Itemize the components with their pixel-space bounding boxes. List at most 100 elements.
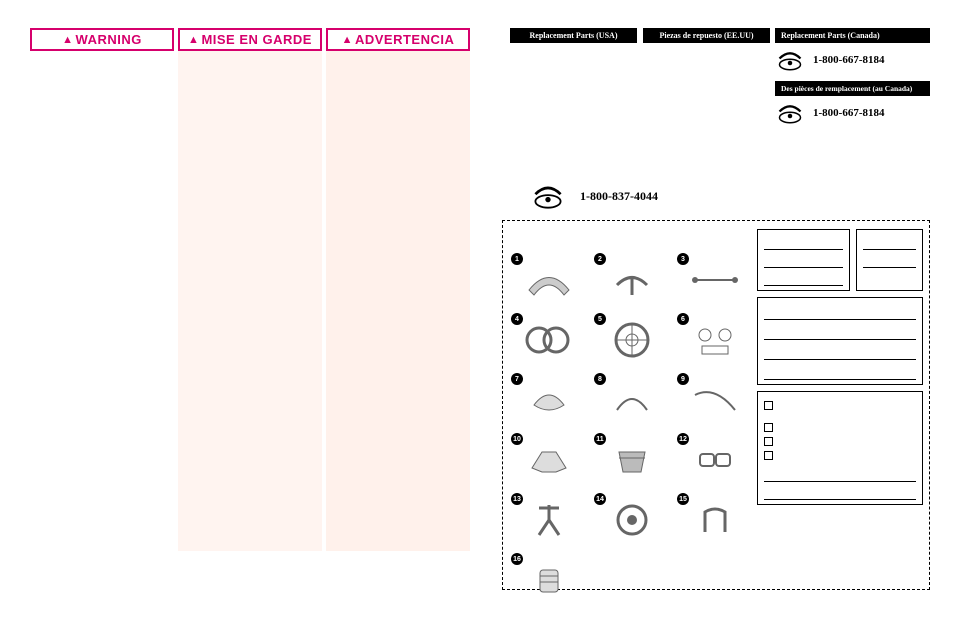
phone-usa: 1-800-837-4044: [580, 189, 658, 204]
order-form: 12345678910111213141516: [502, 220, 930, 590]
part-rear-wheel-pair-icon: [524, 320, 574, 360]
payment-option[interactable]: [764, 398, 916, 412]
part-label-roll-icon: [524, 560, 574, 600]
part-number-badge: 13: [511, 493, 523, 505]
warning-item: .: [46, 151, 170, 179]
warning-item: .: [194, 59, 318, 87]
phone-row-usa: 1-800-837-4044: [530, 183, 658, 209]
payment-option[interactable]: [764, 420, 916, 434]
part-steering-ring-icon: [607, 500, 657, 540]
part-buckle: 12: [675, 431, 754, 489]
parts-grid: 12345678910111213141516: [509, 251, 754, 609]
checkbox-icon[interactable]: [764, 451, 773, 460]
phone-row-can-fr: 1-800-667-8184: [775, 102, 930, 124]
form-line[interactable]: [764, 254, 843, 268]
warning-item: .: [194, 335, 318, 363]
warning-item: .: [194, 289, 318, 317]
rp-headers-usa: Replacement Parts (USA) Piezas de repues…: [510, 28, 770, 43]
part-fork: 13: [509, 491, 588, 549]
warning-list-es: . . . . . . .: [330, 59, 466, 363]
part-seat: 7: [509, 371, 588, 429]
part-footrest-icon: [524, 440, 574, 480]
warning-body-en: . . . . . . .: [30, 51, 174, 551]
part-number-badge: 10: [511, 433, 523, 445]
part-number-badge: 15: [677, 493, 689, 505]
part-handlebar-stem-icon: [607, 260, 657, 300]
phone-row-can-en: 1-800-667-8184: [775, 49, 930, 71]
warning-item: .: [194, 243, 318, 271]
form-line[interactable]: [764, 304, 916, 320]
form-line[interactable]: [764, 486, 916, 500]
form-line[interactable]: [764, 468, 916, 482]
payment-option[interactable]: [764, 434, 916, 448]
form-line[interactable]: [863, 254, 916, 268]
part-front-fender-icon: [524, 260, 574, 300]
payment-option[interactable]: [764, 448, 916, 462]
form-box-price-list: [757, 229, 850, 291]
warning-item: .: [194, 151, 318, 179]
part-number-badge: 5: [594, 313, 606, 325]
part-storage-bin: 11: [592, 431, 671, 489]
form-line[interactable]: [764, 324, 916, 340]
warning-item: .: [46, 335, 170, 363]
warning-item: .: [342, 243, 466, 271]
form-line[interactable]: [863, 236, 916, 250]
warning-header-en: ▲WARNING: [30, 28, 174, 51]
rp-header-can-en: Replacement Parts (Canada): [775, 28, 930, 43]
warning-item: .: [342, 335, 466, 363]
form-line[interactable]: [764, 272, 843, 286]
checkbox-icon[interactable]: [764, 437, 773, 446]
warning-header-fr-text: MISE EN GARDE: [201, 32, 312, 47]
part-number-badge: 16: [511, 553, 523, 565]
part-number-badge: 6: [677, 313, 689, 325]
warning-list-en: . . . . . . .: [34, 59, 170, 363]
warning-header-fr: ▲MISE EN GARDE: [178, 28, 322, 51]
checkbox-icon[interactable]: [764, 423, 773, 432]
warning-item: .: [342, 105, 466, 133]
part-seat-icon: [524, 380, 574, 420]
replacement-parts-section: Replacement Parts (USA) Piezas de repues…: [510, 28, 930, 43]
warning-item: .: [46, 289, 170, 317]
warning-item: .: [46, 197, 170, 225]
part-storage-bin-icon: [607, 440, 657, 480]
part-push-handle-grip: 15: [675, 491, 754, 549]
form-top-split: [757, 229, 923, 291]
order-form-fields: [757, 229, 923, 505]
form-line[interactable]: [764, 364, 916, 380]
warning-item: .: [342, 151, 466, 179]
part-rear-axle: 3: [675, 251, 754, 309]
rp-header-usa-en: Replacement Parts (USA): [510, 28, 637, 43]
form-box-address: [757, 297, 923, 385]
part-fork-icon: [524, 500, 574, 540]
form-box-totals: [856, 229, 923, 291]
warning-col-fr: ▲MISE EN GARDE . . . . . . .: [178, 28, 322, 551]
part-number-badge: 12: [677, 433, 689, 445]
warning-header-en-text: WARNING: [76, 32, 142, 47]
telephone-icon: [775, 102, 805, 124]
checkbox-icon[interactable]: [764, 401, 773, 410]
parts-heading-greek: [509, 231, 659, 239]
part-push-handle-rod: 9: [675, 371, 754, 429]
warning-body-fr: . . . . . . .: [178, 51, 322, 551]
part-front-wheel: 5: [592, 311, 671, 369]
warning-item: .: [194, 197, 318, 225]
telephone-icon: [775, 49, 805, 71]
part-front-fender: 1: [509, 251, 588, 309]
part-seat-back-bar: 8: [592, 371, 671, 429]
part-number-badge: 14: [594, 493, 606, 505]
part-footrest: 10: [509, 431, 588, 489]
warning-item: .: [194, 105, 318, 133]
telephone-icon: [530, 183, 566, 209]
part-buckle-icon: [690, 440, 740, 480]
warning-item: .: [46, 59, 170, 87]
part-number-badge: 1: [511, 253, 523, 265]
parts-diagram-area: 12345678910111213141516: [509, 231, 754, 581]
warning-col-es: ▲ADVERTENCIA . . . . . . .: [326, 28, 470, 551]
part-number-badge: 9: [677, 373, 689, 385]
warning-col-en: ▲WARNING . . . . . . .: [30, 28, 174, 551]
form-line[interactable]: [764, 236, 843, 250]
form-line[interactable]: [764, 344, 916, 360]
warning-item: .: [342, 59, 466, 87]
warning-item: .: [46, 105, 170, 133]
warning-triangle-icon: ▲: [62, 34, 73, 46]
